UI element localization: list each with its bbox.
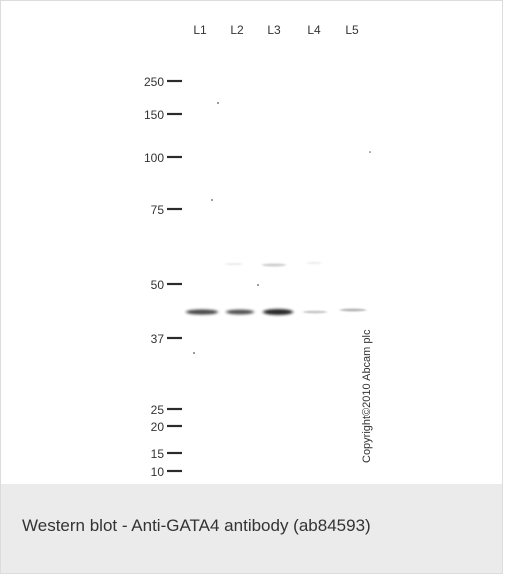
lane-label-4: L4 — [307, 23, 321, 37]
protein-bands — [186, 262, 366, 315]
lane-label-1: L1 — [193, 23, 207, 37]
speck — [217, 102, 219, 104]
faint-band-lane-3 — [262, 263, 286, 267]
faint-band-lane-2 — [225, 263, 243, 265]
lane-label-2: L2 — [230, 23, 244, 37]
marker-label-50: 50 — [151, 278, 165, 292]
western-blot-image: L1 L2 L3 L4 L5 250 150 100 75 50 37 25 2… — [1, 1, 502, 484]
lane-label-5: L5 — [345, 23, 359, 37]
marker-label-25: 25 — [151, 403, 165, 417]
figure-caption: Western blot - Anti-GATA4 antibody (ab84… — [22, 516, 371, 535]
speck — [211, 199, 213, 201]
band-lane-3 — [263, 309, 293, 315]
speck — [257, 284, 259, 286]
copyright-notice: Copyright©2010 Abcam plc — [361, 329, 373, 463]
band-lane-2 — [226, 309, 254, 315]
marker-label-75: 75 — [151, 203, 165, 217]
marker-ticks — [167, 79, 182, 473]
marker-label-15: 15 — [151, 447, 165, 461]
marker-label-10: 10 — [151, 465, 165, 479]
band-lane-1 — [186, 309, 218, 315]
lane-label-3: L3 — [267, 23, 281, 37]
western-blot-graphic: L1 L2 L3 L4 L5 250 150 100 75 50 37 25 2… — [144, 23, 373, 479]
caption-bar: Western blot - Anti-GATA4 antibody (ab84… — [1, 484, 502, 573]
band-lane-4 — [303, 310, 327, 314]
marker-label-37: 37 — [151, 332, 165, 346]
marker-label-20: 20 — [151, 420, 165, 434]
marker-label-150: 150 — [144, 108, 164, 122]
marker-label-100: 100 — [144, 151, 164, 165]
marker-label-250: 250 — [144, 75, 164, 89]
blot-specks — [193, 102, 371, 354]
speck — [369, 151, 371, 153]
faint-band-lane-4 — [306, 262, 322, 264]
band-lane-5 — [340, 308, 366, 312]
speck — [193, 352, 195, 354]
